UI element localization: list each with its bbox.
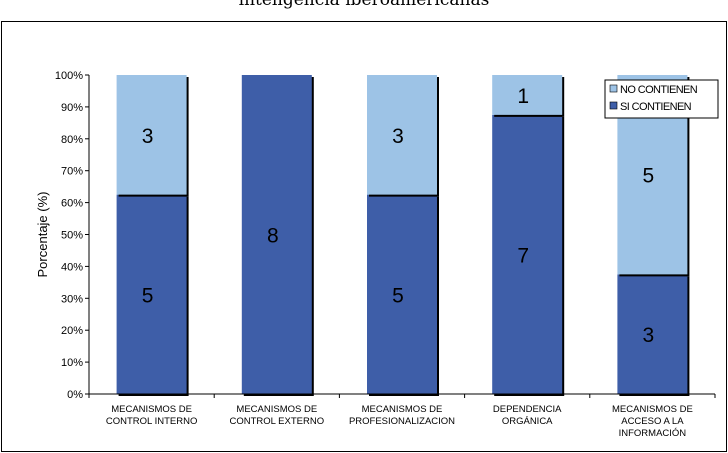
x-category-label: DEPENDENCIA [493,404,562,415]
x-category-label: MECANISMOS DE [111,404,192,415]
y-tick-label: 20% [61,325,83,337]
legend: NO CONTIENEN SI CONTIENEN [604,79,719,119]
bar-segment [492,114,563,394]
bar-segment [116,75,187,195]
legend-swatch [609,101,618,110]
x-category-label: PROFESIONALIZACION [349,416,455,427]
bar-segment [617,274,688,394]
x-category-label: MECANISMOS DE [612,404,693,415]
bar-value-label: 3 [643,324,655,347]
y-tick-label: 60% [61,198,83,210]
y-tick-label: 100% [55,70,83,82]
bar-value-label: 3 [142,125,154,148]
y-tick-label: 0% [67,389,83,401]
legend-box [604,79,719,119]
bar-value-label: 3 [392,125,404,148]
legend-label: NO CONTIENEN [620,84,698,96]
bar-value-label: 5 [643,165,655,188]
bar-segment [367,194,437,394]
x-category-label: ORGÁNICA [502,416,553,427]
bar-segment [241,75,312,394]
bar-value-label: 5 [142,284,154,307]
y-axis: 0% 10% 20% 30% 40% 50% 60% 70% 80% 90% 100% Porcent… [35,70,90,401]
y-tick-label: 30% [61,293,83,305]
bar-segment [116,194,187,394]
y-axis-title: Porcentaje (%) [35,192,50,278]
legend-swatch [609,84,618,93]
x-category-label: CONTROL INTERNO [106,416,197,427]
y-tick-label: 90% [61,102,83,114]
y-tick-label: 10% [61,357,83,369]
y-tick-label: 70% [61,166,83,178]
bar-value-label: 5 [392,284,404,307]
y-tick-label: 40% [61,261,83,273]
bar-value-label: 1 [517,85,529,108]
bar-value-label: 7 [517,244,529,267]
x-category-label: CONTROL EXTERNO [229,416,324,427]
x-category-label: MECANISMOS DE [236,404,317,415]
legend-label: SI CONTIENEN [620,101,692,113]
bar-segment [367,75,437,195]
x-category-label: ACCESO A LA [621,416,684,427]
chart-frame [1,21,727,452]
bar-segment [492,75,563,115]
chart-title: inteligencia iberoamericanas [238,0,490,10]
x-category-label: INFORMACIÓN [619,428,687,439]
y-tick-label: 80% [61,134,83,146]
bar-value-label: 8 [267,225,279,248]
bars: 5 3 8 5 3 7 1 3 5 [116,75,690,396]
x-category-label: MECANISMOS DE [362,404,443,415]
y-tick-label: 50% [61,230,83,242]
